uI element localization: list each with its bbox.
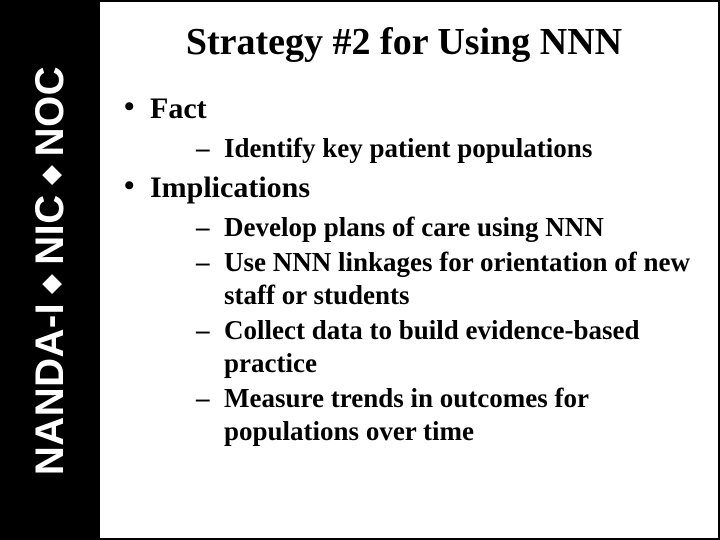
diamond-icon xyxy=(42,273,62,293)
sidebar-text: NANDA-I NIC NOC xyxy=(29,65,74,474)
bullet-label: Fact xyxy=(150,92,207,125)
diamond-icon xyxy=(42,165,62,185)
sub-bullet-text: Use NNN linkages for orientation of new … xyxy=(224,247,690,310)
sidebar-part-1: NIC xyxy=(29,194,74,264)
content-area: Strategy #2 for Using NNN Fact Identify … xyxy=(100,2,718,538)
sidebar-part-2: NOC xyxy=(29,65,74,155)
sub-bullet-text: Measure trends in outcomes for populatio… xyxy=(224,383,588,446)
slide: NANDA-I NIC NOC Strategy #2 for Using NN… xyxy=(0,0,720,540)
sub-bullet-text: Develop plans of care using NNN xyxy=(224,212,604,242)
sub-bullet-text: Identify key patient populations xyxy=(224,133,592,163)
bullet-list-level1: Fact Identify key patient populations Im… xyxy=(110,92,698,448)
bullet-item: Implications Develop plans of care using… xyxy=(110,171,698,448)
sub-bullet-item: Measure trends in outcomes for populatio… xyxy=(150,382,698,448)
sub-bullet-item: Develop plans of care using NNN xyxy=(150,211,698,244)
sub-bullet-item: Identify key patient populations xyxy=(150,132,698,165)
bullet-list-level2: Identify key patient populations xyxy=(150,132,698,165)
sub-bullet-text: Collect data to build evidence-based pra… xyxy=(224,315,640,378)
slide-title: Strategy #2 for Using NNN xyxy=(110,20,698,64)
sidebar: NANDA-I NIC NOC xyxy=(2,2,100,538)
bullet-list-level2: Develop plans of care using NNN Use NNN … xyxy=(150,211,698,448)
sub-bullet-item: Collect data to build evidence-based pra… xyxy=(150,314,698,380)
bullet-item: Fact Identify key patient populations xyxy=(110,92,698,165)
bullet-label: Implications xyxy=(150,171,310,204)
sub-bullet-item: Use NNN linkages for orientation of new … xyxy=(150,246,698,312)
sidebar-part-0: NANDA-I xyxy=(29,302,74,474)
